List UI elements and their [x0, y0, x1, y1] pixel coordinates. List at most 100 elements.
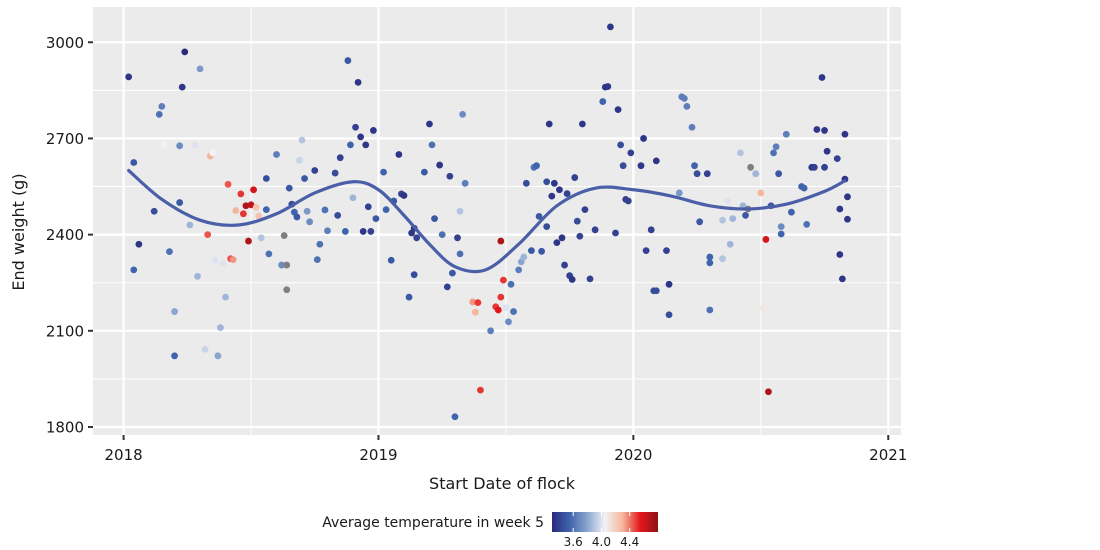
data-point [324, 227, 331, 235]
data-point [431, 215, 438, 222]
data-point [443, 283, 451, 291]
y-axis: 1800 2100 2400 2700 3000 [46, 34, 93, 436]
data-point [301, 175, 308, 182]
data-point [683, 102, 691, 110]
color-legend: Average temperature in week 5 3.6 4.0 4.4 [322, 512, 658, 549]
data-point [553, 239, 561, 247]
data-point [507, 280, 515, 288]
data-point [273, 151, 280, 158]
data-point [772, 143, 780, 151]
data-point [599, 98, 607, 105]
data-point [578, 120, 586, 128]
data-point [550, 179, 558, 187]
data-point [171, 352, 178, 360]
data-point [586, 275, 594, 283]
data-point [724, 197, 732, 205]
data-points [125, 23, 851, 421]
data-point [665, 311, 673, 319]
data-point [191, 141, 199, 149]
colorbar-tick-label: 4.0 [592, 535, 611, 549]
data-point [344, 57, 352, 64]
data-point [665, 280, 673, 288]
data-point [176, 199, 184, 206]
data-point [283, 261, 291, 269]
data-point [201, 346, 209, 353]
data-point [285, 184, 293, 192]
data-point [836, 205, 844, 213]
y-tick-label: 1800 [46, 418, 84, 436]
data-point [214, 352, 222, 360]
x-tick-label: 2019 [359, 446, 397, 464]
data-point [459, 111, 466, 118]
data-point [252, 203, 260, 211]
data-point [571, 174, 579, 181]
data-point [556, 186, 563, 194]
data-point [135, 240, 143, 248]
data-point [283, 286, 291, 294]
data-point [787, 208, 795, 216]
data-point [354, 78, 362, 86]
data-point [775, 170, 783, 178]
data-point [400, 192, 408, 199]
data-point [497, 293, 505, 301]
data-point [737, 149, 744, 157]
data-point [696, 218, 704, 226]
data-point [262, 206, 270, 214]
data-point [502, 304, 510, 312]
data-point [347, 141, 354, 149]
data-point [624, 197, 632, 205]
data-point [349, 194, 357, 202]
data-point [499, 276, 507, 284]
data-point [451, 413, 459, 421]
data-point [298, 136, 306, 144]
data-point [747, 163, 755, 171]
data-point [158, 102, 166, 110]
data-point [505, 318, 512, 326]
data-point [420, 168, 428, 176]
data-point [245, 237, 252, 245]
legend-title: Average temperature in week 5 [322, 515, 544, 531]
data-point [706, 259, 714, 267]
data-point [372, 215, 380, 222]
data-point [359, 228, 367, 235]
x-tick-label: 2018 [104, 446, 142, 464]
data-point [296, 156, 303, 164]
data-point [265, 250, 273, 258]
data-point [647, 226, 655, 234]
colorbar [552, 512, 658, 532]
y-tick-label: 2100 [46, 322, 84, 340]
data-point [719, 255, 726, 263]
data-point [510, 308, 517, 315]
y-tick-label: 2400 [46, 226, 84, 244]
data-point [387, 256, 395, 264]
data-point [782, 130, 790, 138]
data-point [232, 207, 240, 214]
data-point [759, 304, 767, 312]
data-point [278, 261, 286, 269]
data-point [410, 271, 418, 279]
data-point [446, 172, 454, 180]
colorbar-tick-label: 4.4 [620, 535, 639, 549]
data-point [642, 247, 650, 255]
data-point [680, 94, 688, 102]
data-point [242, 202, 250, 210]
data-point [436, 161, 444, 169]
data-point [833, 155, 841, 163]
data-point [494, 306, 502, 314]
data-point [303, 207, 311, 215]
data-point [211, 256, 219, 264]
data-point [186, 221, 194, 229]
data-point [311, 167, 319, 174]
data-point [652, 157, 660, 165]
data-point [533, 162, 540, 170]
data-point [316, 240, 324, 248]
data-point [581, 206, 589, 214]
data-point [543, 178, 551, 186]
data-point [456, 250, 464, 258]
colorbar-ticks: 3.6 4.0 4.4 [564, 512, 639, 549]
data-point [719, 216, 726, 224]
data-point [821, 163, 828, 171]
data-point [336, 154, 344, 162]
x-tick-label: 2020 [614, 446, 652, 464]
data-point [413, 234, 421, 242]
